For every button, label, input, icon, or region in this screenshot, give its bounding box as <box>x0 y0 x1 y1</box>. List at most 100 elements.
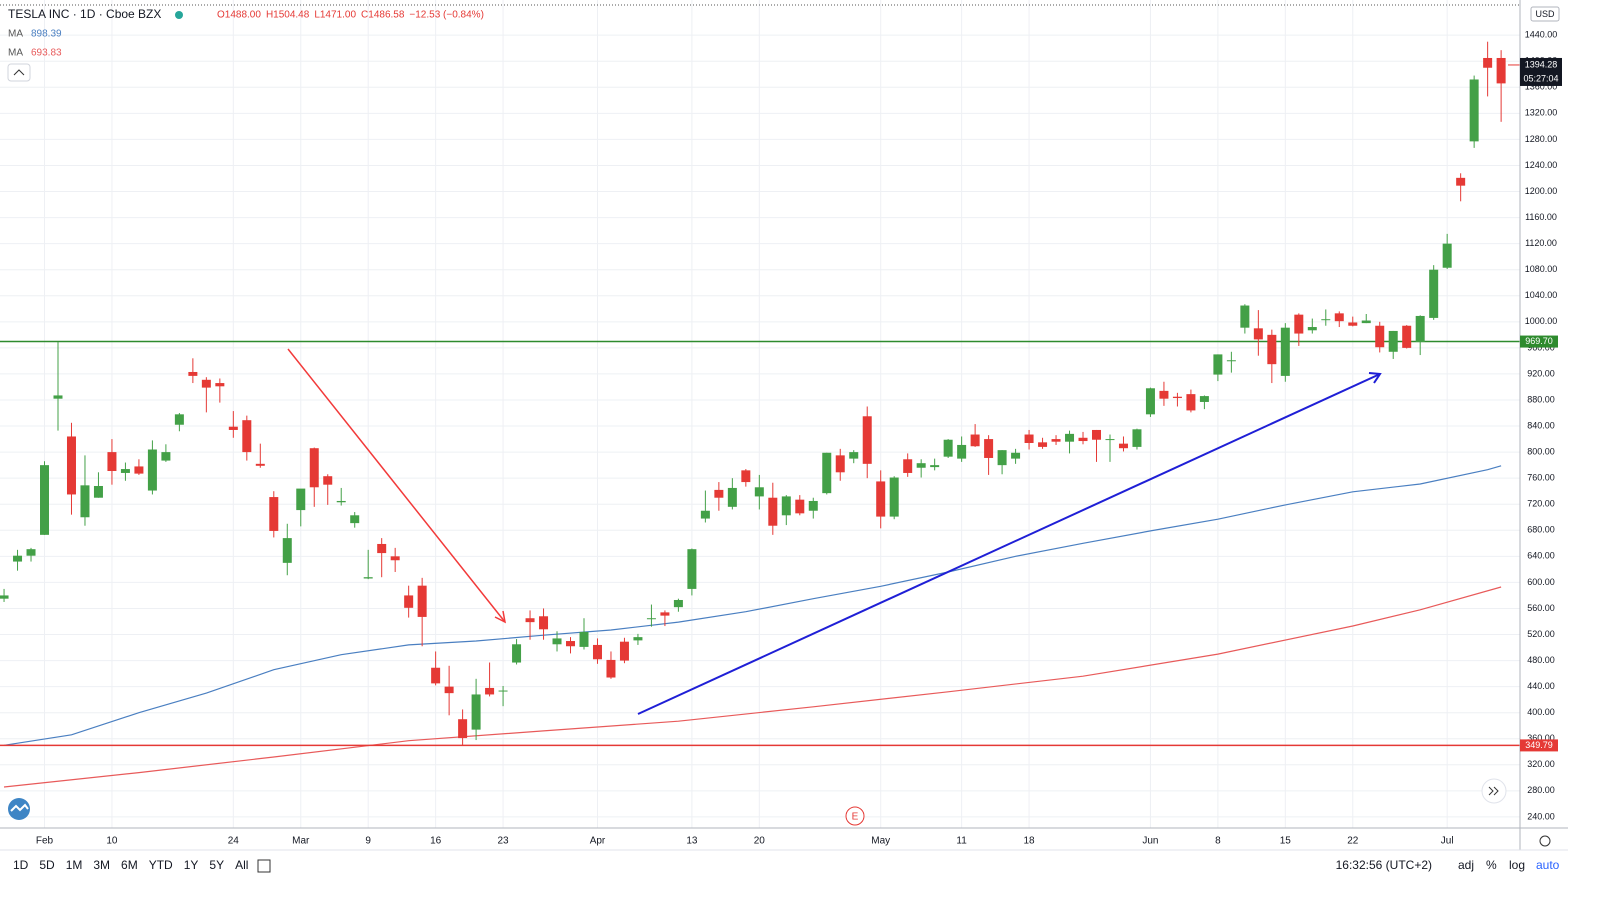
candle-body <box>727 487 737 507</box>
candle-body <box>997 450 1007 466</box>
candle-body <box>1226 360 1236 362</box>
candle-body <box>795 499 805 514</box>
x-tick-label: Jul <box>1441 836 1454 847</box>
ma-legend: MA 898.39 MA 693.83 <box>8 29 62 59</box>
y-tick-label: 1000.00 <box>1525 316 1558 326</box>
candle-body <box>1159 390 1169 399</box>
candle-body <box>26 549 36 556</box>
scroll-button[interactable] <box>1481 778 1507 804</box>
candle-body <box>1402 325 1412 348</box>
candle-body <box>970 434 980 447</box>
range-button[interactable]: 3M <box>93 858 110 872</box>
x-tick-label: 18 <box>1024 836 1036 847</box>
y-tick-label: 720.00 <box>1527 499 1555 509</box>
candle-body <box>1294 314 1304 334</box>
x-tick-label: 20 <box>754 836 766 847</box>
scale-option[interactable]: auto <box>1536 858 1560 872</box>
y-tick-label: 480.00 <box>1527 655 1555 665</box>
candle-body <box>485 687 495 695</box>
candle-body <box>1253 328 1263 340</box>
range-button[interactable]: 5Y <box>209 858 224 872</box>
arrow-head <box>1368 372 1382 384</box>
candle-body <box>120 469 130 473</box>
last-price-label: 1394.28 <box>1525 59 1558 69</box>
range-button[interactable]: 1D <box>13 858 29 872</box>
event-marker: E <box>852 812 859 823</box>
y-tick-label: 360.00 <box>1527 733 1555 743</box>
candle-body <box>592 644 602 660</box>
settings-icon[interactable] <box>1539 835 1551 847</box>
moving-average-line <box>3 465 1502 746</box>
date-range-icon[interactable] <box>257 859 271 873</box>
arrow-head <box>494 610 507 624</box>
y-tick-label: 560.00 <box>1527 603 1555 613</box>
y-tick-label: 1080.00 <box>1525 264 1558 274</box>
candle-body <box>1348 322 1358 326</box>
scale-option[interactable]: log <box>1509 858 1525 872</box>
y-tick-label: 440.00 <box>1527 681 1555 691</box>
range-button[interactable]: All <box>235 858 248 872</box>
candle-body <box>1334 313 1344 322</box>
scale-option[interactable]: % <box>1486 858 1497 872</box>
y-tick-label: 240.00 <box>1527 811 1555 821</box>
y-tick-label: 760.00 <box>1527 473 1555 483</box>
ma-name: MA <box>8 48 23 59</box>
range-button[interactable]: 1Y <box>184 858 199 872</box>
candle-body <box>1118 443 1128 449</box>
candle-body <box>808 500 818 511</box>
candle-body <box>174 414 184 425</box>
candle-body <box>673 599 683 608</box>
x-tick-label: May <box>871 836 890 847</box>
candle-body <box>903 459 913 473</box>
candle-body <box>1280 327 1290 376</box>
x-tick-label: 22 <box>1347 836 1359 847</box>
candle-body <box>161 452 171 461</box>
range-button[interactable]: 1M <box>66 858 83 872</box>
currency-box[interactable] <box>1530 6 1560 22</box>
quote-value: C1486.58 <box>361 10 405 21</box>
x-tick-label: 10 <box>106 836 118 847</box>
candle-body <box>242 420 252 453</box>
candle-body <box>781 496 791 516</box>
moving-average-line <box>3 586 1502 788</box>
candle-body <box>363 577 373 579</box>
candle-body <box>1321 319 1331 321</box>
candle-body <box>1307 327 1317 331</box>
range-button[interactable]: 5D <box>39 858 55 872</box>
candle-body <box>228 426 238 430</box>
candle-body <box>957 444 967 459</box>
candle-body <box>1240 305 1250 328</box>
candle-body <box>1092 429 1102 440</box>
candle-body <box>714 489 724 498</box>
candle-body <box>754 487 764 497</box>
candle-body <box>309 448 319 488</box>
y-tick-label: 1120.00 <box>1525 238 1557 248</box>
collapse-button[interactable] <box>7 63 31 82</box>
plot-area <box>0 41 1520 788</box>
candle-body <box>889 477 899 517</box>
candle-body <box>943 439 953 457</box>
level-label: 969.70 <box>1525 336 1553 346</box>
candle-body <box>606 659 616 678</box>
quote-value: −12.53 (−0.84%) <box>409 10 484 21</box>
trend-arrow-up <box>637 373 1381 715</box>
y-tick-label: 920.00 <box>1527 368 1555 378</box>
y-tick-label: 880.00 <box>1527 394 1555 404</box>
logo-icon <box>10 803 29 812</box>
candle-body <box>444 686 454 694</box>
y-tick-label: 400.00 <box>1527 707 1555 717</box>
candle-body <box>984 439 994 458</box>
range-button[interactable]: YTD <box>149 858 173 872</box>
candle-body <box>768 497 778 526</box>
candle-body <box>930 465 940 468</box>
scale-option[interactable]: adj <box>1458 858 1474 872</box>
ma-name: MA <box>8 29 23 40</box>
y-tick-label: 1200.00 <box>1525 186 1558 196</box>
candle-body <box>579 631 589 647</box>
candle-body <box>822 452 832 494</box>
event-circle[interactable] <box>845 806 865 826</box>
candle-body <box>1442 243 1452 268</box>
range-button[interactable]: 6M <box>121 858 138 872</box>
candle-body <box>687 549 697 589</box>
